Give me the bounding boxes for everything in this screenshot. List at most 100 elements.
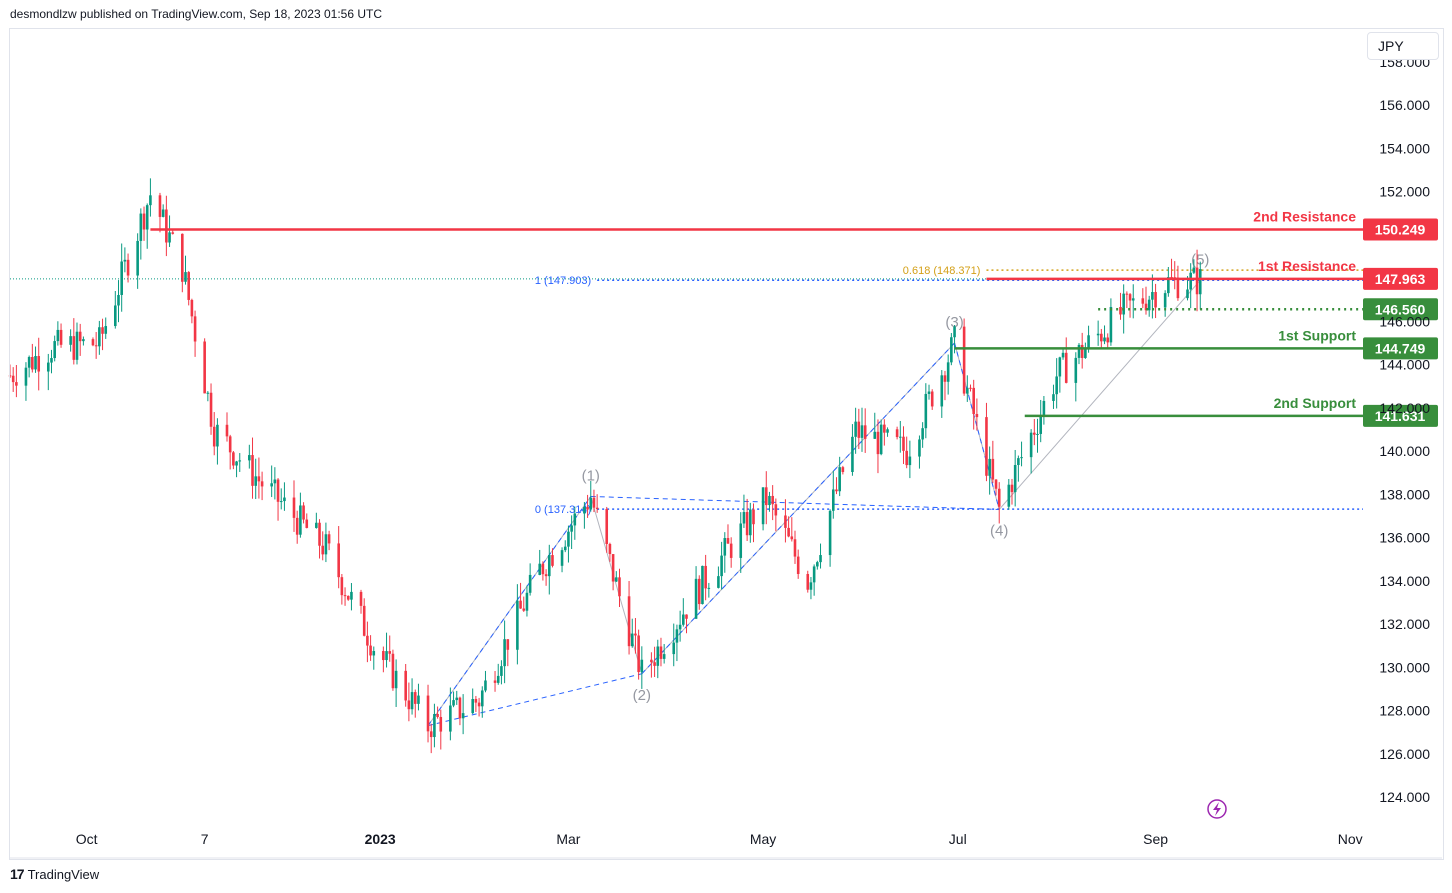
candle <box>905 450 908 466</box>
level-name-label: 2nd Resistance <box>1253 208 1356 224</box>
candle <box>56 329 60 342</box>
candle <box>315 522 318 528</box>
candle <box>101 327 104 334</box>
candle <box>318 522 321 546</box>
candle <box>1176 277 1180 299</box>
y-tick-label: 144.000 <box>1379 357 1430 373</box>
price-tag-label: 150.249 <box>1375 221 1426 237</box>
wave-label: (2) <box>633 687 651 704</box>
candle <box>701 565 704 605</box>
axis-layer: 150.249147.963146.560144.749141.631158.0… <box>10 54 1442 859</box>
candle <box>327 534 331 544</box>
candle <box>1189 272 1192 290</box>
candle <box>883 424 886 433</box>
candle <box>248 455 251 461</box>
price-tag <box>1363 404 1438 427</box>
candle <box>656 646 660 666</box>
candle <box>203 341 206 394</box>
candle <box>190 299 194 317</box>
candle <box>34 356 37 370</box>
candle <box>433 713 436 738</box>
price-tag-label: 144.749 <box>1375 340 1426 356</box>
candle <box>930 391 934 407</box>
candle <box>484 680 487 691</box>
candle <box>279 501 283 503</box>
candle <box>898 436 902 438</box>
candle <box>876 431 880 455</box>
candle <box>273 479 277 484</box>
candle <box>171 232 175 234</box>
candle <box>1017 458 1020 466</box>
x-tick-label: 2023 <box>365 831 396 847</box>
candle <box>385 651 388 661</box>
candle <box>519 600 522 609</box>
candle <box>570 525 573 532</box>
y-tick-label: 128.000 <box>1379 703 1430 719</box>
candle <box>1192 267 1196 273</box>
candle <box>991 458 995 480</box>
price-tag <box>1363 298 1438 321</box>
candle <box>997 488 1001 507</box>
candle <box>723 538 727 556</box>
candle <box>11 375 15 383</box>
candle <box>404 670 407 701</box>
candle <box>943 375 947 382</box>
candle <box>538 563 542 575</box>
candle <box>75 331 79 360</box>
candle <box>299 505 302 535</box>
candle <box>417 695 420 704</box>
footer-brand[interactable]: 17 TradingView <box>10 866 99 882</box>
candle <box>452 700 455 706</box>
candle <box>541 563 545 575</box>
candle <box>31 356 34 370</box>
candle <box>873 431 877 439</box>
candle <box>1151 292 1154 300</box>
candle <box>627 596 631 647</box>
y-tick-label: 156.000 <box>1379 97 1430 113</box>
candle <box>1087 335 1090 349</box>
level-name-label: 1st Resistance <box>1258 258 1356 274</box>
candle <box>1109 306 1113 343</box>
candle <box>1186 289 1189 299</box>
candle <box>630 633 634 647</box>
candle <box>1052 394 1055 401</box>
candle <box>659 646 663 659</box>
fib-level-label: 0.618 (148.371) <box>903 265 981 277</box>
candle <box>745 512 749 536</box>
candle <box>969 387 972 389</box>
candle <box>123 259 127 262</box>
currency-selector[interactable]: JPY <box>1367 32 1439 60</box>
candle <box>975 413 979 418</box>
candle <box>98 327 101 347</box>
x-tick-label: Jul <box>949 831 967 847</box>
candle <box>522 608 526 611</box>
tradingview-logo-icon: 17 <box>10 866 25 882</box>
candle <box>216 424 219 447</box>
wave-channel-line <box>590 495 1000 510</box>
candle <box>394 670 398 689</box>
candle <box>1103 337 1106 342</box>
candle <box>72 336 76 360</box>
candle <box>860 425 864 438</box>
price-tag-label: 147.963 <box>1375 271 1426 287</box>
candle <box>260 481 264 487</box>
level-name-label: 2nd Support <box>1274 395 1357 411</box>
candle <box>787 527 790 537</box>
candle <box>474 699 478 703</box>
candle <box>972 387 975 414</box>
candle <box>551 555 554 566</box>
candle <box>37 356 41 372</box>
candle <box>407 700 411 710</box>
candle <box>455 697 459 701</box>
candle <box>988 458 991 476</box>
candle <box>228 436 232 453</box>
x-tick-label: Oct <box>76 831 98 847</box>
candle <box>761 487 765 525</box>
candle <box>53 341 56 359</box>
candle <box>1077 344 1081 358</box>
candle <box>193 316 197 342</box>
candle <box>567 531 570 547</box>
candle <box>1061 352 1065 358</box>
candle <box>343 595 347 597</box>
